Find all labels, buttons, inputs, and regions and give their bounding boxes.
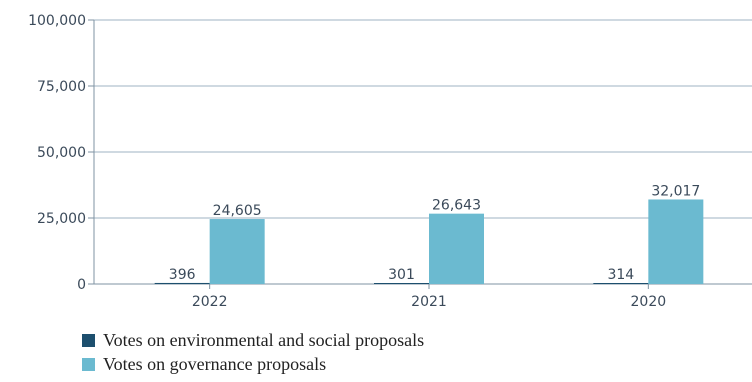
data-label: 301 <box>388 267 415 283</box>
x-tick-label: 2020 <box>631 294 667 310</box>
bars <box>154 199 704 284</box>
y-tick-label: 50,000 <box>37 145 86 161</box>
bar <box>429 213 484 284</box>
legend: Votes on environmental and social propos… <box>82 328 424 376</box>
bar <box>593 283 649 284</box>
data-label: 32,017 <box>651 183 700 199</box>
legend-swatch-environmental-social <box>82 333 95 347</box>
bar <box>209 219 265 284</box>
legend-label-environmental-social: Votes on environmental and social propos… <box>103 329 425 350</box>
legend-item-environmental-social: Votes on environmental and social propos… <box>82 328 424 352</box>
data-label: 24,605 <box>213 203 262 219</box>
legend-item-governance: Votes on governance proposals <box>82 352 424 376</box>
x-tick-label: 2022 <box>192 294 228 310</box>
legend-label-governance: Votes on governance proposals <box>103 353 327 374</box>
bar <box>154 282 210 284</box>
bar <box>648 199 704 284</box>
data-label: 396 <box>169 267 196 283</box>
data-label: 314 <box>607 267 634 283</box>
y-tick-label: 100,000 <box>28 13 86 29</box>
data-label: 26,643 <box>432 198 481 214</box>
y-tick-label: 25,000 <box>37 211 86 227</box>
labels: 0 25,000 50,000 75,000 100,000 396 24,605 2022 3… <box>28 13 700 310</box>
x-tick-label: 2021 <box>411 294 447 310</box>
bar <box>374 283 429 284</box>
gridlines <box>94 19 752 219</box>
legend-swatch-governance <box>82 357 95 371</box>
y-tick-label: 75,000 <box>37 79 86 95</box>
y-tick-label: 0 <box>77 277 86 293</box>
chart: 0 25,000 50,000 75,000 100,000 396 24,605 2022 3… <box>28 13 752 310</box>
